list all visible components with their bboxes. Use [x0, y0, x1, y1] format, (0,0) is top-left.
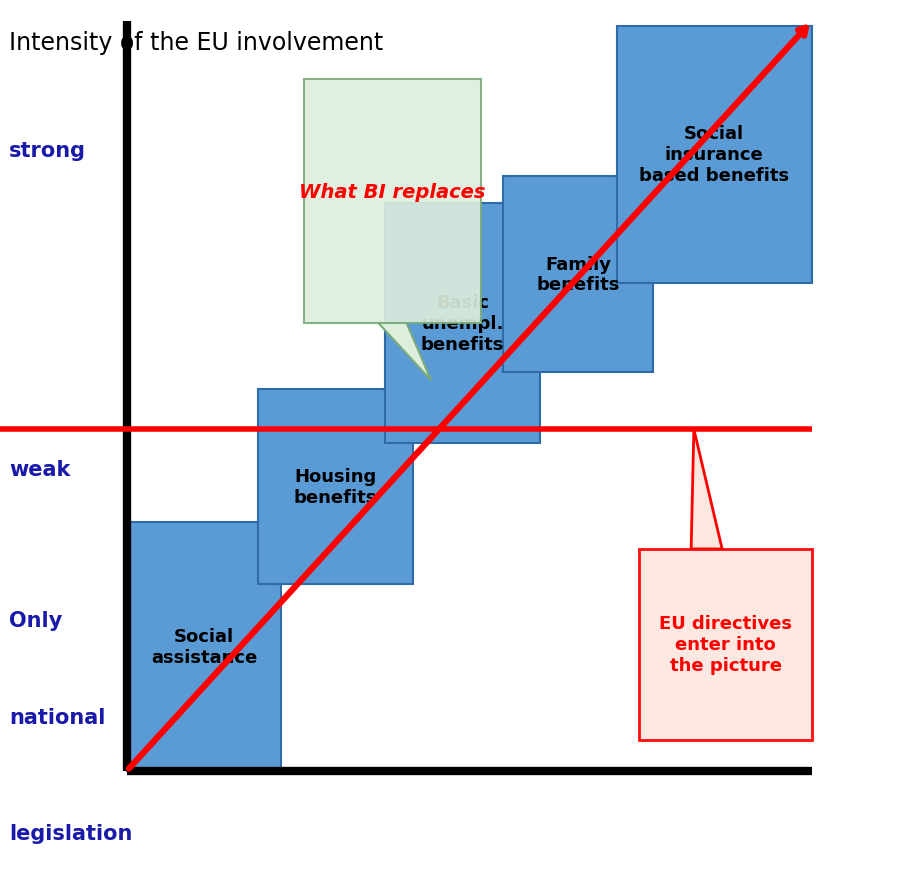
Text: strong: strong: [9, 141, 86, 160]
FancyBboxPatch shape: [127, 523, 281, 771]
FancyBboxPatch shape: [639, 549, 812, 740]
Text: legislation: legislation: [9, 823, 132, 843]
Text: national: national: [9, 708, 105, 727]
Text: weak: weak: [9, 460, 71, 479]
Polygon shape: [378, 323, 431, 381]
FancyBboxPatch shape: [258, 390, 413, 585]
FancyBboxPatch shape: [503, 177, 653, 372]
FancyBboxPatch shape: [617, 27, 812, 284]
Text: Basic
unempl.
benefits: Basic unempl. benefits: [421, 293, 504, 354]
Text: Only: Only: [9, 610, 63, 630]
FancyBboxPatch shape: [304, 80, 481, 323]
Text: EU directives
enter into
the picture: EU directives enter into the picture: [659, 615, 792, 674]
Text: Social
insurance
based benefits: Social insurance based benefits: [639, 125, 789, 185]
Polygon shape: [691, 430, 722, 549]
Text: Housing
benefits: Housing benefits: [294, 468, 377, 507]
Text: Family
benefits: Family benefits: [537, 255, 619, 294]
Text: Intensity of the EU involvement: Intensity of the EU involvement: [9, 31, 384, 55]
Text: Social
assistance: Social assistance: [151, 627, 258, 666]
Text: What BI replaces: What BI replaces: [299, 183, 485, 202]
FancyBboxPatch shape: [385, 204, 540, 443]
